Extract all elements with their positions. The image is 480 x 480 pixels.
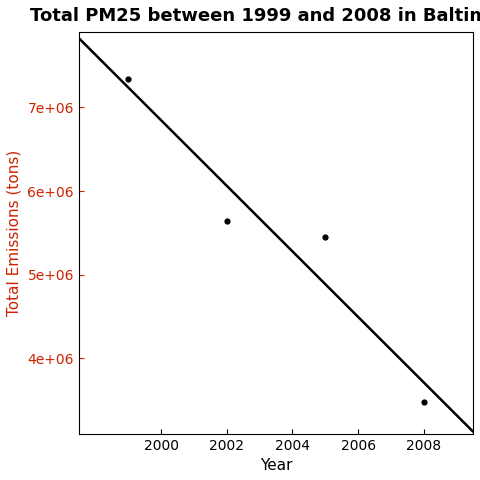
Point [322, 233, 329, 240]
Title: Total PM25 between 1999 and 2008 in Baltimore: Total PM25 between 1999 and 2008 in Balt… [30, 7, 480, 25]
Point [124, 76, 132, 84]
X-axis label: Year: Year [260, 458, 292, 473]
Point [223, 217, 230, 225]
Point [420, 398, 428, 406]
Y-axis label: Total Emissions (tons): Total Emissions (tons) [7, 150, 22, 316]
